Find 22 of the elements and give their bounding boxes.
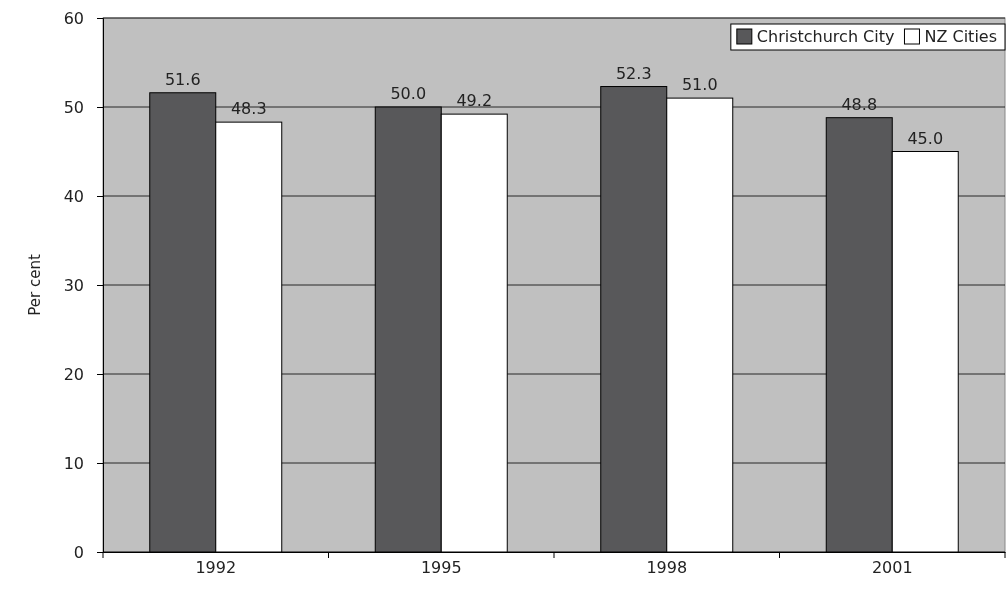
y-axis-title: Per cent: [26, 254, 44, 316]
data-label: 48.8: [841, 94, 878, 114]
y-tick-label: 30: [63, 275, 84, 295]
data-label: 51.6: [164, 69, 201, 89]
y-tick-label: 10: [63, 453, 84, 473]
data-label: 51.0: [681, 75, 718, 95]
x-tick-label: 1992: [195, 558, 237, 577]
y-tick-label: 60: [63, 8, 84, 28]
x-tick-label: 1995: [420, 558, 462, 577]
data-label: 48.3: [230, 99, 267, 119]
data-label: 50.0: [390, 84, 427, 103]
data-label: 52.3: [615, 63, 652, 83]
y-tick-label: 40: [63, 186, 84, 206]
legend-label: NZ Cities: [924, 27, 997, 46]
data-label: 49.2: [456, 91, 493, 111]
x-tick-label: 1998: [646, 558, 688, 577]
y-tick-label: 50: [63, 97, 84, 117]
data-label: 45.0: [907, 128, 944, 148]
legend-label: Christchurch City: [756, 27, 895, 46]
y-tick-label: 0: [73, 542, 84, 562]
x-tick-label: 2001: [871, 558, 913, 577]
y-tick-label: 20: [63, 364, 84, 384]
